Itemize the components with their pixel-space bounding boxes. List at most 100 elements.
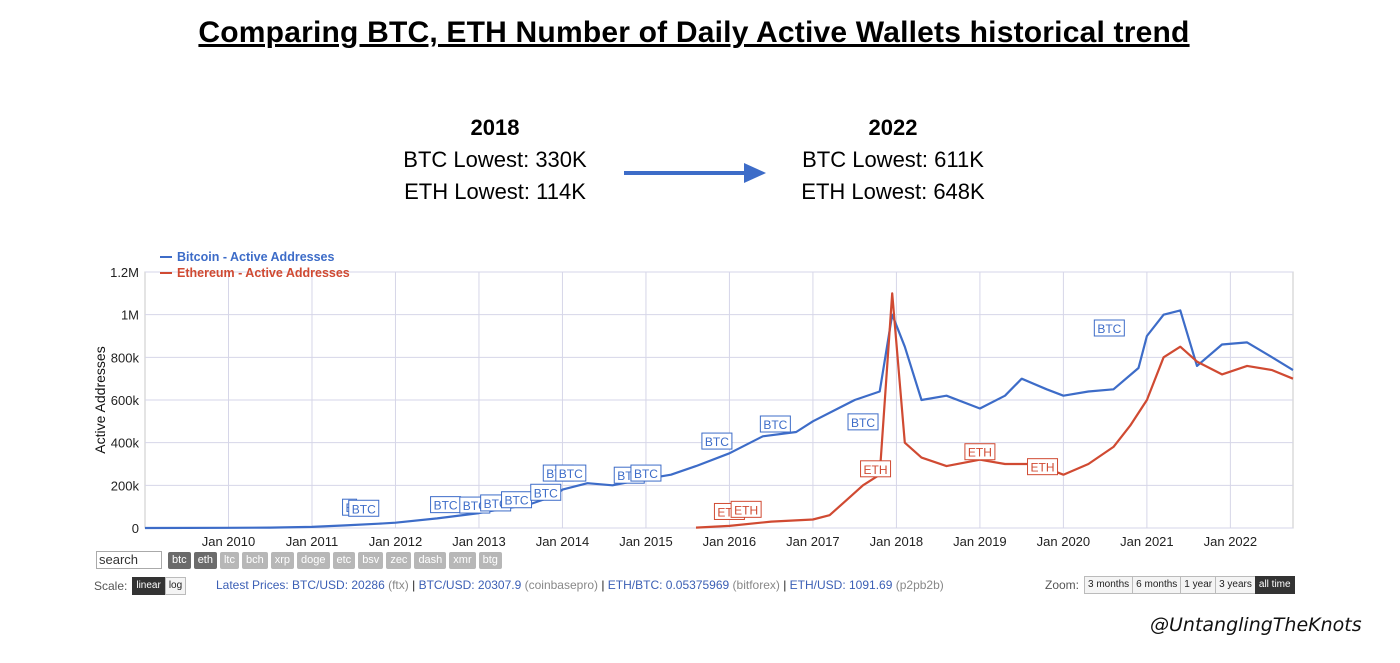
ethereum-series-line [695, 292, 1294, 529]
comparison-btc-lowest: BTC Lowest: 330K [403, 147, 587, 172]
btc-annotation: BTC [530, 483, 562, 501]
annotation-box [847, 413, 879, 431]
annotation-label: BTC [559, 467, 583, 481]
annotation-box [730, 500, 762, 518]
zoom-button-6-months[interactable]: 6 months [1132, 576, 1182, 594]
price-separator: | [779, 578, 790, 592]
comparison-eth-lowest: ETH Lowest: 648K [801, 179, 985, 204]
annotation-box [1027, 458, 1059, 476]
price-source: (coinbasepro) [524, 578, 598, 592]
x-tick-label: Jan 2015 [619, 534, 673, 548]
x-tick-label: Jan 2018 [870, 534, 924, 548]
chart-series [144, 292, 1294, 530]
annotation-box [860, 460, 892, 478]
annotation-label: ETH [1031, 461, 1055, 475]
annotation-box [555, 464, 587, 482]
scale-selector: Scale: linear log [94, 577, 187, 595]
x-tick-label: Jan 2016 [703, 534, 757, 548]
eth-annotation: ETH [730, 500, 762, 518]
price-separator: | [598, 578, 608, 592]
annotation-box [348, 499, 380, 517]
y-tick-label: 400k [111, 436, 140, 451]
coin-button-bch[interactable]: bch [241, 551, 268, 569]
price-pair: ETH/USD: 1091.69 [789, 578, 896, 592]
coin-button-xmr[interactable]: xmr [449, 551, 476, 569]
chart-legend: Bitcoin - Active Addresses Ethereum - Act… [160, 250, 350, 280]
y-tick-label: 1.2M [110, 265, 139, 280]
comparison-year: 2022 [868, 115, 918, 140]
annotation-box [530, 483, 562, 501]
zoom-button-all-time[interactable]: all time [1254, 576, 1295, 594]
y-axis-label: Active Addresses [92, 346, 108, 453]
x-tick-label: Jan 2017 [786, 534, 840, 548]
btc-annotation: BTC [430, 496, 462, 514]
coin-button-dash[interactable]: dash [414, 551, 447, 569]
comparison-btc-lowest: BTC Lowest: 611K [802, 147, 984, 172]
y-tick-label: 1M [121, 308, 139, 323]
x-tick-label: Jan 2010 [202, 534, 256, 548]
comparison-2018: 2018 BTC Lowest: 330K ETH Lowest: 114K [345, 112, 645, 208]
y-tick-label: 200k [111, 478, 140, 493]
btc-annotation: BTC [759, 415, 791, 433]
x-tick-label: Jan 2019 [953, 534, 1007, 548]
zoom-button-3-years[interactable]: 3 years [1215, 576, 1256, 594]
coin-button-btc[interactable]: btc [168, 551, 191, 569]
annotation-box [701, 432, 733, 450]
annotation-box [964, 443, 996, 461]
prices-label: Latest Prices: [216, 578, 289, 592]
coin-button-zec[interactable]: zec [386, 551, 412, 569]
legend-entry: Bitcoin - Active Addresses [177, 250, 335, 264]
active-addresses-chart: BBTCBTCBTCBTCBTCBTCBTCBTCBTCBTCBTCBTCBTC… [92, 250, 1294, 548]
x-tick-label: Jan 2021 [1120, 534, 1174, 548]
x-tick-label: Jan 2020 [1037, 534, 1091, 548]
annotation-label: ETH [864, 463, 888, 477]
page-title: Comparing BTC, ETH Number of Daily Activ… [198, 16, 1190, 49]
chart-annotations: BBTCBTCBTCBTCBTCBTCBTCBTCBTCBTCBTCBTCBTC… [342, 319, 1125, 520]
scale-button-linear[interactable]: linear [132, 577, 165, 595]
annotation-box [1093, 319, 1125, 337]
price-pair: ETH/BTC: 0.05375969 [607, 578, 733, 592]
zoom-button-3-months[interactable]: 3 months [1084, 576, 1134, 594]
x-tick-label: Jan 2013 [452, 534, 506, 548]
comparison-2022: 2022 BTC Lowest: 611K ETH Lowest: 648K [743, 112, 1043, 208]
y-tick-label: 0 [132, 521, 139, 536]
annotation-label: BTC [534, 486, 558, 500]
x-tick-label: Jan 2014 [536, 534, 590, 548]
coin-button-eth[interactable]: eth [193, 551, 217, 569]
author-watermark: @UntanglingTheKnots [1150, 614, 1362, 636]
coin-button-doge[interactable]: doge [297, 551, 330, 569]
annotation-box [630, 464, 662, 482]
btc-annotation: BTC [501, 491, 533, 509]
scale-button-log[interactable]: log [164, 577, 187, 595]
zoom-label: Zoom: [1045, 578, 1080, 592]
price-source: (p2pb2b) [895, 578, 944, 592]
coin-button-btg[interactable]: btg [478, 551, 502, 569]
search-input[interactable]: search [96, 551, 162, 569]
btc-annotation: BTC [555, 464, 587, 482]
coin-button-etc[interactable]: etc [332, 551, 356, 569]
annotation-label: BTC [763, 418, 787, 432]
x-tick-label: Jan 2011 [286, 534, 339, 548]
arrow-right-icon [624, 163, 766, 183]
x-tick-label: Jan 2022 [1204, 534, 1258, 548]
x-tick-label: Jan 2012 [369, 534, 423, 548]
annotation-label: BTC [634, 467, 658, 481]
coin-button-bsv[interactable]: bsv [358, 551, 384, 569]
scale-label: Scale: [94, 579, 128, 593]
annotation-box [759, 415, 791, 433]
btc-annotation: BTC [847, 413, 879, 431]
eth-annotation: ETH [964, 443, 996, 461]
coin-selector: search btc eth ltc bch xrp doge etc bsv zec dash x… [96, 551, 502, 569]
annotation-label: ETH [734, 503, 758, 517]
coin-button-ltc[interactable]: ltc [219, 551, 239, 569]
price-pair: BTC/USD: 20286 [292, 578, 389, 592]
annotation-label: BTC [705, 435, 729, 449]
y-tick-label: 600k [111, 393, 140, 408]
comparison-eth-lowest: ETH Lowest: 114K [404, 179, 586, 204]
price-separator: | [408, 578, 419, 592]
annotation-label: BTC [352, 502, 376, 516]
coin-button-xrp[interactable]: xrp [270, 551, 295, 569]
zoom-button-1-year[interactable]: 1 year [1180, 576, 1217, 594]
latest-prices: Latest Prices: BTC/USD: 20286 (ftx) | BT… [216, 578, 944, 592]
price-source: (ftx) [388, 578, 409, 592]
